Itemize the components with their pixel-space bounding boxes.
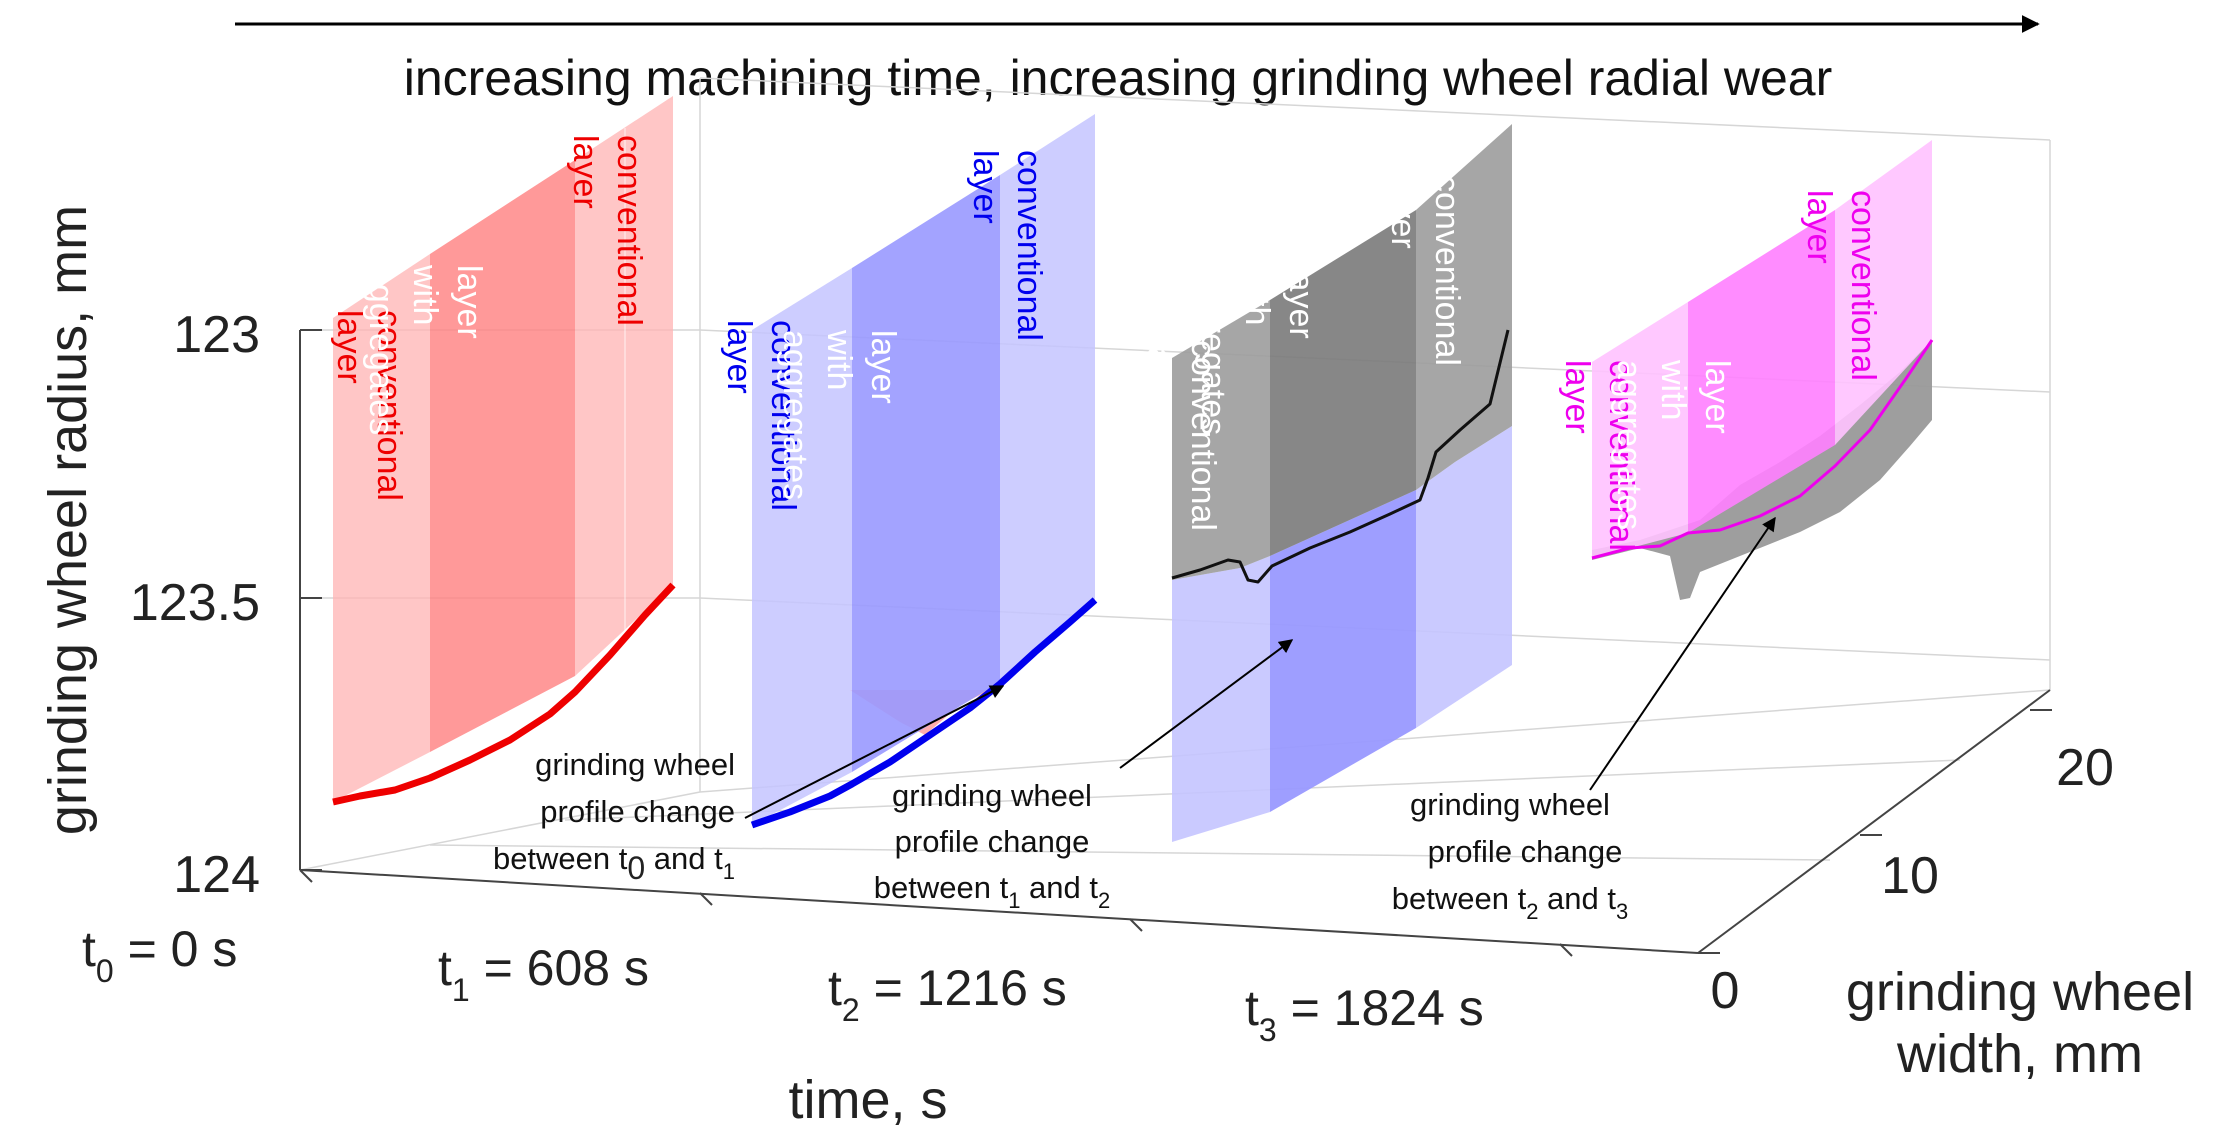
layer-label-t1-left: conventional layer: [720, 320, 802, 520]
annotation-t1-t2: grinding wheel profile change between t1…: [874, 639, 1294, 913]
time-axis-label: time, s: [788, 1070, 947, 1130]
width-tick-20: 20: [2056, 739, 2114, 797]
width-tick-0: 0: [1711, 962, 1740, 1020]
radius-axis-label: grinding wheel radius, mm: [38, 205, 98, 835]
panel-t2-lower-left: [1172, 556, 1270, 842]
layer-label-t3-aggregates: layer with aggregates: [1610, 359, 1736, 530]
profile-line-t0: [332, 582, 676, 806]
width-axis-label: grinding wheel width, mm: [1846, 962, 2194, 1084]
panel-t1-right-conventional: [1000, 114, 1095, 682]
layer-labels: conventional layer layer with aggregates…: [330, 135, 1882, 560]
layer-label-t0-aggregates: layer with aggregates: [362, 264, 488, 435]
panel-t2-lower-right: [1416, 426, 1512, 728]
layer-label-t1-right: conventional layer: [966, 150, 1048, 350]
time-label-t3: t3 = 1824 s: [1245, 980, 1484, 1048]
svg-text:grinding wheel: grinding wheel: [535, 747, 735, 782]
svg-text:profile change: profile change: [895, 824, 1090, 859]
panel-t1-aggregates: [852, 175, 1000, 772]
time-label-t1: t1 = 608 s: [438, 940, 649, 1008]
svg-text:grinding wheel: grinding wheel: [1410, 787, 1610, 822]
panel-t3-right-conventional: [1835, 140, 1932, 445]
radius-tick-123: 123: [173, 306, 260, 364]
time-label-t0: t0 = 0 s: [82, 921, 237, 989]
radius-tick-123-5: 123.5: [130, 574, 260, 632]
svg-text:grinding wheel: grinding wheel: [892, 778, 1092, 813]
radius-tick-124: 124: [173, 846, 260, 904]
layer-label-t1-aggregates: layer with aggregates: [776, 329, 902, 500]
svg-text:between t2 and t3: between t2 and t3: [1392, 881, 1629, 924]
layer-label-t2-aggregates: layer with aggregates: [1194, 264, 1320, 435]
layer-label-t3-left: conventional layer: [1558, 360, 1640, 560]
svg-text:profile change: profile change: [1428, 834, 1623, 869]
panel-t0-aggregates: [430, 160, 575, 752]
panel-t0-right-conventional: [575, 96, 673, 676]
profile-line-t3: [1591, 339, 1934, 560]
panel-t0-left-conventional: [333, 254, 430, 802]
panel-t3-left-conventional: [1592, 302, 1688, 558]
panel-t0: [332, 96, 676, 806]
layer-label-t3-right: conventional layer: [1800, 190, 1882, 390]
width-tick-10: 10: [1881, 847, 1939, 905]
svg-text:between t0 and t1: between t0 and t1: [493, 841, 735, 886]
layer-label-t2-right: conventional layer: [1384, 175, 1466, 375]
layer-label-t2-left: conventional layer: [1140, 340, 1222, 540]
panel-t2-upper-aggregates: [1270, 210, 1416, 556]
profile-line-t1: [750, 597, 1098, 829]
annotation-t2-t3: grinding wheel profile change between t2…: [1392, 516, 1776, 924]
svg-text:between t1 and t2: between t1 and t2: [874, 870, 1111, 913]
panel-t3: [1591, 140, 1934, 600]
layer-label-t0-right: conventional layer: [566, 135, 648, 335]
panel-t3-aggregates: [1688, 210, 1835, 533]
panel-t1: [750, 114, 1098, 829]
panel-t1-left-conventional: [752, 268, 852, 825]
time-label-t2: t2 = 1216 s: [828, 960, 1067, 1028]
panel-t2: [1171, 124, 1512, 842]
profile-line-t2: [1171, 329, 1510, 584]
panel-t2-upper-right: [1416, 124, 1512, 490]
svg-text:profile change: profile change: [540, 794, 735, 829]
axes-lines: [299, 329, 2052, 957]
panel-t2-lower-aggregates: [1270, 490, 1416, 812]
panel-t2-upper-left: [1172, 300, 1270, 580]
annotation-t0-t1: grinding wheel profile change between t0…: [493, 685, 1005, 886]
layer-label-t0-left: conventional layer: [330, 310, 408, 510]
